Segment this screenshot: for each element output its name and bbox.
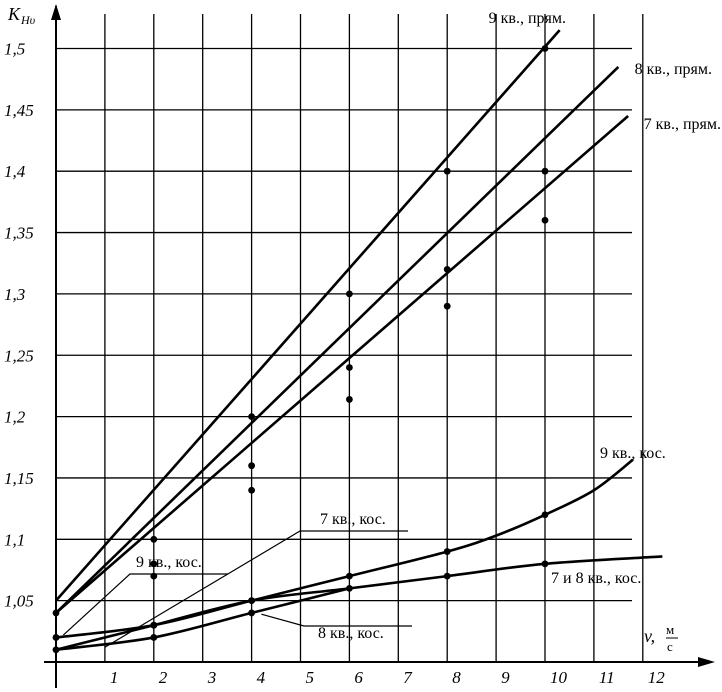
- y-axis-arrow: [51, 4, 61, 20]
- leader-line: [104, 530, 408, 648]
- leader-line: [62, 573, 228, 636]
- x-unit-denominator: с: [667, 639, 673, 654]
- y-tick-label: 1,45: [4, 101, 34, 120]
- x-tick-label: 9: [501, 668, 510, 687]
- annotation-label: 9 кв., прям.: [489, 10, 566, 27]
- annotation-label: 9 кв., кос.: [136, 554, 202, 571]
- data-point: [248, 486, 256, 494]
- data-point: [443, 572, 451, 580]
- data-point: [541, 511, 549, 519]
- data-point: [150, 634, 158, 641]
- x-tick-label: 2: [159, 668, 168, 687]
- x-axis-title: v,: [644, 626, 655, 646]
- annotation-label: 8 кв., кос.: [318, 625, 384, 642]
- data-point: [443, 548, 451, 555]
- y-tick-label: 1,1: [4, 530, 25, 549]
- y-tick-label: 1,25: [4, 346, 34, 365]
- leader-line: [261, 613, 412, 627]
- annotation-label: 7 и 8 кв., кос.: [551, 570, 641, 587]
- data-point: [150, 560, 158, 568]
- annotation-label: 9 кв., кос.: [600, 445, 666, 462]
- y-tick-label: 1,2: [4, 408, 26, 427]
- x-tick-label: 12: [648, 668, 666, 687]
- data-point: [443, 167, 451, 175]
- data-point: [541, 167, 549, 175]
- y-tick-label: 1,35: [4, 224, 34, 243]
- data-point: [541, 45, 549, 52]
- x-tick-label: 3: [207, 668, 217, 687]
- data-point: [248, 462, 256, 470]
- y-tick-label: 1,5: [4, 40, 25, 59]
- data-point: [248, 597, 256, 605]
- data-point: [52, 609, 60, 617]
- x-tick-label: 1: [110, 668, 119, 687]
- data-point: [150, 621, 158, 629]
- x-unit-numerator: м: [666, 622, 674, 637]
- series-line-7-кв-прям: [55, 115, 629, 614]
- y-tick-label: 1,05: [4, 592, 34, 611]
- data-point: [541, 560, 549, 568]
- x-tick-label: 11: [599, 668, 615, 687]
- x-tick-label: 5: [306, 668, 315, 687]
- y-axis-title: KHυ: [7, 4, 36, 27]
- series-line-9-кв-прям: [55, 29, 561, 602]
- x-axis-arrow: [698, 657, 715, 667]
- data-point: [346, 572, 353, 580]
- series-line-9-кв-кос: [55, 458, 634, 639]
- y-tick-label: 1,15: [4, 469, 34, 488]
- data-point: [541, 216, 549, 224]
- x-tick-label: 4: [257, 668, 266, 687]
- data-point: [52, 646, 60, 654]
- y-tick-label: 1,4: [4, 162, 26, 181]
- data-point: [248, 413, 256, 420]
- data-point: [346, 364, 353, 371]
- data-point: [248, 609, 256, 617]
- x-tick-label: 8: [452, 668, 461, 687]
- data-point: [52, 634, 60, 641]
- series-line-8-кв-кос: [55, 587, 350, 652]
- x-tick-label: 7: [403, 668, 413, 687]
- series-line-8-кв-прям: [55, 65, 620, 614]
- annotation-label: 7 кв., прям.: [644, 116, 721, 133]
- data-point: [346, 396, 353, 403]
- annotation-label: 8 кв., прям.: [635, 61, 712, 78]
- y-tick-label: 1,3: [4, 285, 25, 304]
- data-point: [346, 290, 353, 298]
- annotation-label: 7 кв., кос.: [320, 511, 386, 528]
- x-tick-label: 6: [354, 668, 363, 687]
- data-point: [443, 302, 451, 310]
- x-tick-label: 10: [550, 668, 568, 687]
- data-point: [150, 535, 158, 543]
